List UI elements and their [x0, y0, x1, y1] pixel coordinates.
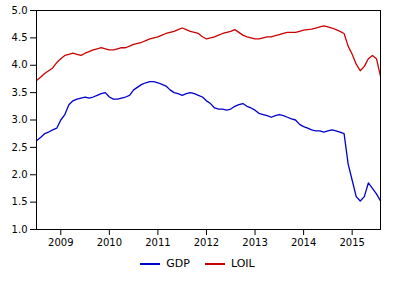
- svg-text:2014: 2014: [291, 237, 316, 248]
- svg-text:2013: 2013: [242, 237, 267, 248]
- svg-text:2010: 2010: [97, 237, 122, 248]
- svg-text:2015: 2015: [339, 237, 364, 248]
- svg-text:1.5: 1.5: [12, 196, 28, 207]
- svg-text:3.5: 3.5: [12, 87, 28, 98]
- svg-text:2009: 2009: [48, 237, 73, 248]
- svg-text:1.0: 1.0: [12, 224, 28, 235]
- svg-text:2012: 2012: [194, 237, 219, 248]
- svg-text:2.5: 2.5: [12, 142, 28, 153]
- svg-text:4.0: 4.0: [12, 59, 28, 70]
- svg-text:2.0: 2.0: [12, 169, 28, 180]
- html-text:LOIL: LOIL: [230, 257, 255, 270]
- svg-text:3.0: 3.0: [12, 114, 28, 125]
- html-text:GDP: GDP: [166, 257, 190, 270]
- svg-text:4.5: 4.5: [12, 32, 28, 43]
- svg-text:2011: 2011: [145, 237, 170, 248]
- svg-text:5.0: 5.0: [12, 5, 28, 16]
